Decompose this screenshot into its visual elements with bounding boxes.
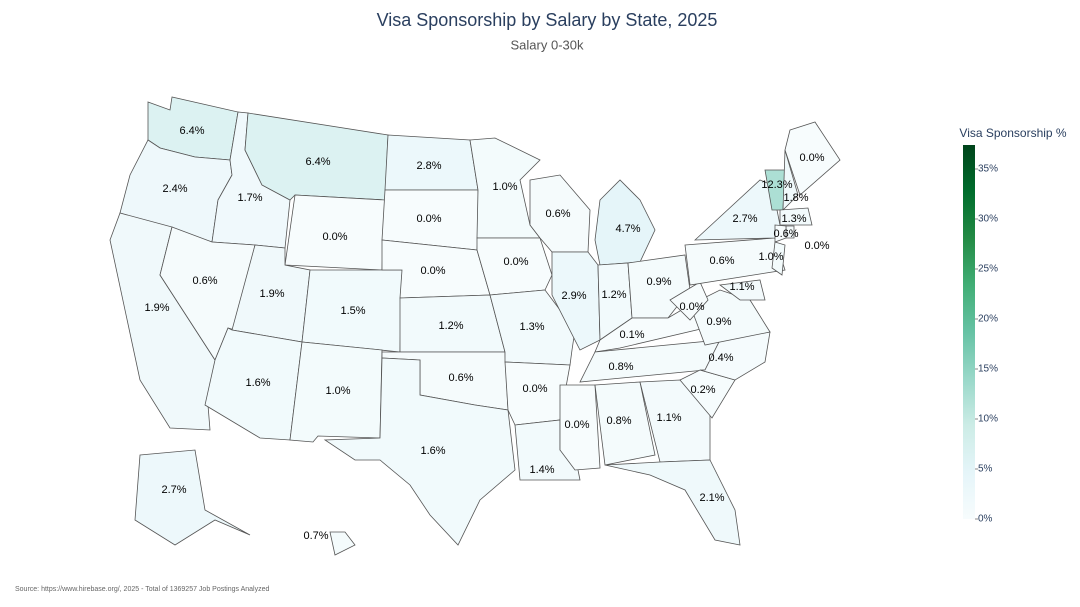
- source-note: Source: https://www.hirebase.org/, 2025 …: [15, 586, 269, 593]
- value-label: 0.0%: [799, 152, 824, 164]
- chart-title: Visa Sponsorship by Salary by State, 202…: [377, 10, 718, 30]
- value-label: 2.7%: [161, 484, 186, 496]
- value-label: 0.0%: [416, 213, 441, 225]
- value-label: 0.0%: [564, 419, 589, 431]
- map: 6.4% 2.4% 1.9% 1.7% 0.6% 6.4% 0.0% 1.9% 1.5% 1.6%…: [109, 96, 841, 556]
- value-label: 1.0%: [325, 385, 350, 397]
- value-label: 1.7%: [237, 192, 262, 204]
- state: [323, 357, 516, 546]
- value-label: 0.1%: [619, 329, 644, 341]
- colorbar-tick-label: 5%: [978, 464, 993, 475]
- value-label: 4.7%: [615, 223, 640, 235]
- state: [779, 207, 813, 226]
- value-label: 0.0%: [804, 240, 829, 252]
- state: [669, 281, 709, 321]
- value-label: 6.4%: [179, 125, 204, 137]
- value-label: 1.9%: [144, 302, 169, 314]
- state: [329, 531, 356, 556]
- value-label: 0.8%: [606, 415, 631, 427]
- value-label: 1.5%: [340, 305, 365, 317]
- value-label: 1.6%: [245, 377, 270, 389]
- value-label: 1.4%: [529, 464, 554, 476]
- value-label: 2.7%: [732, 213, 757, 225]
- colorbar-tick-label: 10%: [978, 414, 998, 425]
- colorbar: 0% 5% 10% 15% 20% 25% 30% 35%: [963, 145, 998, 525]
- value-label: 1.9%: [259, 288, 284, 300]
- state: [594, 179, 656, 266]
- value-label: 2.4%: [162, 183, 187, 195]
- state: [774, 224, 787, 243]
- value-label: 0.8%: [608, 361, 633, 373]
- value-label: 12.3%: [761, 179, 792, 191]
- value-label: 0.0%: [503, 256, 528, 268]
- value-label: 0.2%: [690, 384, 715, 396]
- colorbar-tick-label: 35%: [978, 164, 998, 175]
- value-label: 0.0%: [522, 383, 547, 395]
- value-label: 0.6%: [773, 228, 798, 240]
- colorbar-tick-label: 15%: [978, 364, 998, 375]
- value-label: 0.9%: [706, 316, 731, 328]
- value-label: 1.2%: [601, 289, 626, 301]
- value-label: 2.9%: [561, 290, 586, 302]
- value-label: 0.6%: [448, 372, 473, 384]
- value-label: 2.8%: [416, 160, 441, 172]
- state: [689, 289, 771, 346]
- state: [718, 279, 766, 301]
- state: [289, 341, 383, 443]
- state: [559, 384, 601, 471]
- value-label: 1.0%: [492, 181, 517, 193]
- value-label: 0.0%: [679, 301, 704, 313]
- chart-subtitle: Salary 0-30k: [511, 37, 584, 52]
- state: [782, 149, 799, 211]
- value-label: 1.8%: [783, 192, 808, 204]
- state: [784, 121, 841, 196]
- value-label: 0.6%: [709, 255, 734, 267]
- value-label: 1.2%: [438, 320, 463, 332]
- value-label: 0.6%: [192, 275, 217, 287]
- value-label: 1.3%: [781, 213, 806, 225]
- value-label: 0.6%: [545, 208, 570, 220]
- state: [489, 289, 576, 366]
- state: [771, 241, 786, 276]
- state: [159, 226, 256, 361]
- value-label: 2.1%: [699, 492, 724, 504]
- state: [604, 459, 741, 546]
- value-label: 1.3%: [519, 321, 544, 333]
- colorbar-tick-label: 30%: [978, 214, 998, 225]
- value-label: 0.0%: [322, 231, 347, 243]
- colorbar-tick-label: 20%: [978, 314, 998, 325]
- colorbar-gradient: [963, 145, 975, 519]
- value-label: 0.7%: [303, 530, 328, 542]
- colorbar-tick-label: 0%: [978, 514, 993, 525]
- value-label: 6.4%: [305, 156, 330, 168]
- state: [684, 237, 786, 286]
- value-label: 0.0%: [420, 265, 445, 277]
- state: [639, 379, 711, 463]
- value-label: 1.1%: [729, 281, 754, 293]
- state: [134, 449, 251, 546]
- colorbar-tick-label: 25%: [978, 264, 998, 275]
- state: [594, 381, 656, 466]
- value-label: 0.9%: [646, 276, 671, 288]
- value-label: 1.6%: [420, 445, 445, 457]
- colorbar-title: Visa Sponsorship %: [959, 126, 1067, 140]
- value-label: 0.4%: [708, 352, 733, 364]
- value-label: 1.1%: [656, 412, 681, 424]
- value-label: 1.0%: [758, 251, 783, 263]
